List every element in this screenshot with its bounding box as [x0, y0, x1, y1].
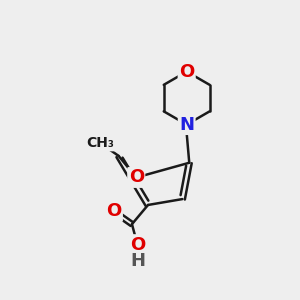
Text: O: O — [179, 63, 194, 81]
Text: O: O — [129, 169, 144, 187]
Text: O: O — [130, 236, 145, 253]
Text: H: H — [130, 252, 145, 270]
Text: N: N — [179, 116, 194, 134]
Text: O: O — [106, 202, 122, 220]
Text: CH₃: CH₃ — [87, 136, 114, 150]
